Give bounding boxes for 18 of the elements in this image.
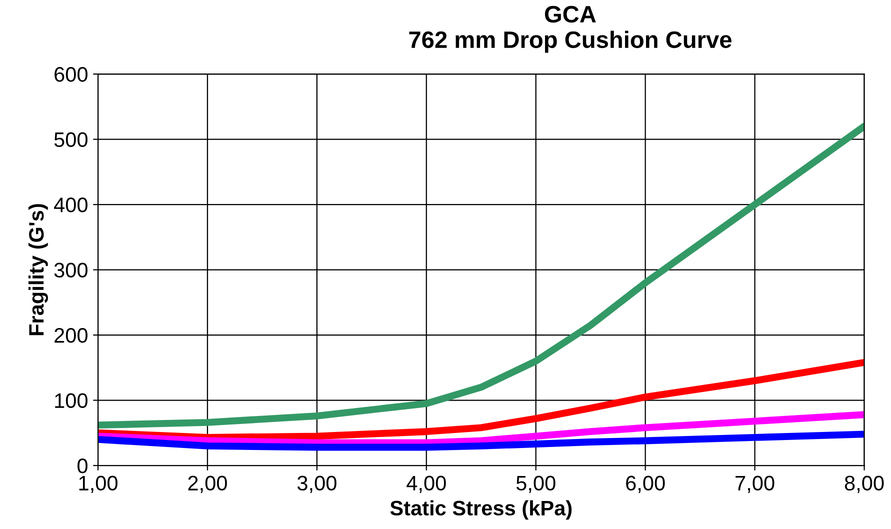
x-tick-label: 1,00 bbox=[79, 476, 118, 494]
chart-title: GCA 762 mm Drop Cushion Curve bbox=[409, 6, 732, 53]
y-tick-label: 200 bbox=[54, 328, 88, 343]
x-tick-label: 5,00 bbox=[516, 476, 556, 494]
x-axis-title: Static Stress (kPa) bbox=[390, 500, 572, 520]
x-tick-label: 2,00 bbox=[188, 476, 227, 494]
y-tick-label: 600 bbox=[54, 67, 88, 82]
y-tick-label: 0 bbox=[78, 458, 88, 474]
x-tick-label: 6,00 bbox=[626, 476, 665, 494]
y-tick-label: 400 bbox=[54, 198, 88, 212]
x-tick-label: 4,00 bbox=[406, 476, 446, 494]
y-tick-label: 100 bbox=[55, 393, 88, 408]
y-tick-label: 500 bbox=[54, 132, 88, 148]
x-tick-label: 7,00 bbox=[736, 476, 774, 494]
x-tick-label: 3,00 bbox=[297, 476, 336, 494]
y-tick-label: 300 bbox=[54, 262, 88, 278]
x-tick-label: 8,00 bbox=[844, 476, 884, 494]
y-axis-title: Fragility (G's) bbox=[28, 204, 48, 336]
